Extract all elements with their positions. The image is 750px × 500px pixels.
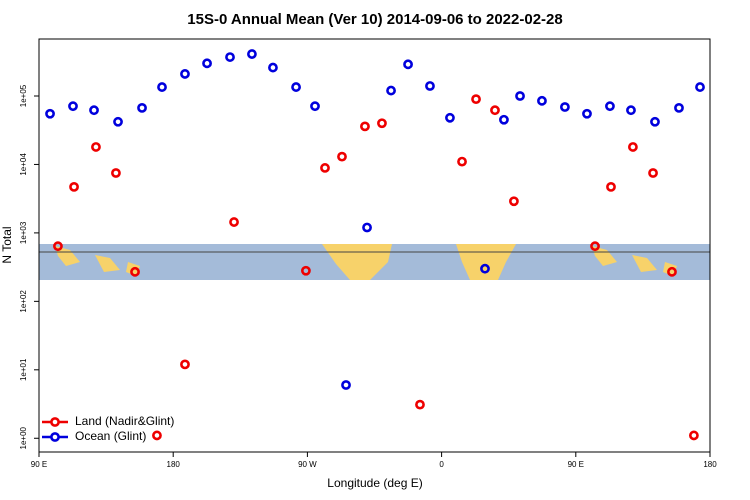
point [45, 108, 55, 119]
point [130, 266, 140, 277]
point [626, 105, 636, 116]
x-tick-label: 180 [167, 460, 181, 469]
point [291, 82, 301, 92]
point [341, 380, 351, 390]
point [377, 118, 387, 129]
point [471, 94, 481, 105]
point [152, 430, 162, 441]
legend-label: Land (Nadir&Glint) [75, 414, 174, 428]
point [515, 91, 525, 101]
point [229, 217, 239, 227]
point [157, 82, 167, 92]
point [509, 196, 519, 207]
y-tick-label: 1e+02 [19, 290, 28, 313]
point [111, 168, 121, 178]
point [362, 222, 372, 233]
point [310, 101, 320, 112]
point [648, 168, 658, 178]
legend-marker [50, 432, 60, 442]
legend-marker [50, 417, 60, 427]
point [53, 241, 63, 252]
y-tick-label: 1e+01 [19, 358, 28, 381]
y-tick-label: 1e+03 [19, 221, 28, 244]
point [247, 49, 257, 59]
point [560, 102, 570, 112]
x-tick-label: 90 E [31, 460, 47, 469]
point [225, 52, 235, 62]
point [590, 241, 600, 252]
point [180, 359, 190, 370]
point [537, 95, 547, 106]
point [480, 263, 490, 274]
point [606, 181, 616, 192]
y-tick-label: 1e+05 [19, 84, 28, 107]
point [445, 112, 455, 123]
point [301, 265, 311, 276]
point [490, 105, 500, 116]
x-tick-label: 90 E [568, 460, 584, 469]
point [650, 116, 660, 127]
point [695, 82, 705, 92]
x-tick-label: 0 [439, 460, 444, 469]
point [425, 81, 435, 91]
point [667, 266, 677, 277]
point [457, 156, 467, 167]
point [69, 181, 79, 192]
point [320, 163, 330, 173]
point [499, 114, 509, 125]
plot-frame [38, 38, 711, 453]
point [582, 108, 592, 119]
point [605, 101, 615, 112]
y-axis-label: N Total [0, 226, 14, 263]
point [68, 101, 78, 112]
point [415, 399, 425, 410]
x-tick-label: 90 W [298, 460, 317, 469]
point [113, 116, 123, 127]
chart-title: 15S-0 Annual Mean (Ver 10) 2014-09-06 to… [187, 11, 562, 28]
point [628, 142, 638, 152]
map-band [39, 244, 710, 280]
point [386, 85, 396, 96]
x-axis-label: Longitude (deg E) [327, 476, 422, 490]
point [268, 62, 278, 73]
x-tick-label: 180 [703, 460, 717, 469]
point [180, 69, 190, 79]
y-tick-label: 1e+00 [19, 426, 28, 449]
y-tick-label: 1e+04 [19, 153, 28, 176]
point [137, 102, 147, 113]
point [403, 59, 413, 70]
point [202, 58, 212, 69]
point [688, 430, 699, 441]
point [89, 105, 99, 116]
point [337, 151, 347, 162]
point [91, 142, 101, 152]
point [360, 121, 370, 132]
legend-label: Ocean (Glint) [75, 429, 146, 443]
point [674, 102, 684, 113]
